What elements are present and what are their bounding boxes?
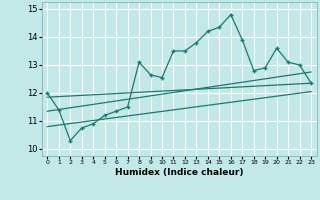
X-axis label: Humidex (Indice chaleur): Humidex (Indice chaleur) bbox=[115, 168, 244, 177]
